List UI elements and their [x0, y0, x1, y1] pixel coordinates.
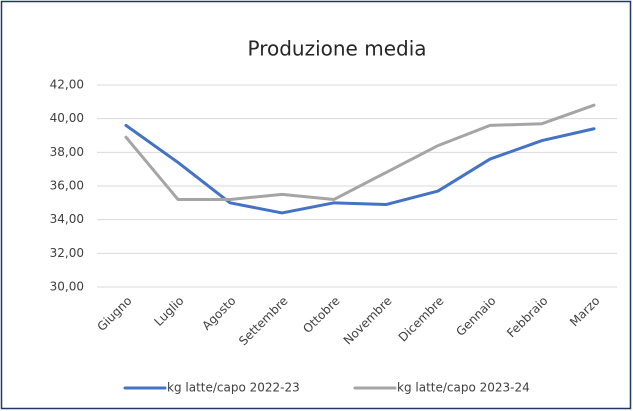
- data-line: [124, 123, 596, 215]
- data-line: [124, 103, 596, 201]
- y-tick-label: 34,00: [50, 212, 84, 226]
- y-tick-label: 36,00: [50, 179, 84, 193]
- legend-label: kg latte/capo 2022-23: [167, 381, 300, 395]
- y-tick-label: 42,00: [50, 78, 84, 92]
- y-tick-label: 40,00: [50, 111, 84, 125]
- y-tick-label: 32,00: [50, 246, 84, 260]
- legend-label: kg latte/capo 2023-24: [397, 381, 530, 395]
- chart-title: Produzione media: [247, 37, 426, 61]
- y-tick-label: 38,00: [50, 145, 84, 159]
- y-tick-label: 30,00: [50, 280, 84, 294]
